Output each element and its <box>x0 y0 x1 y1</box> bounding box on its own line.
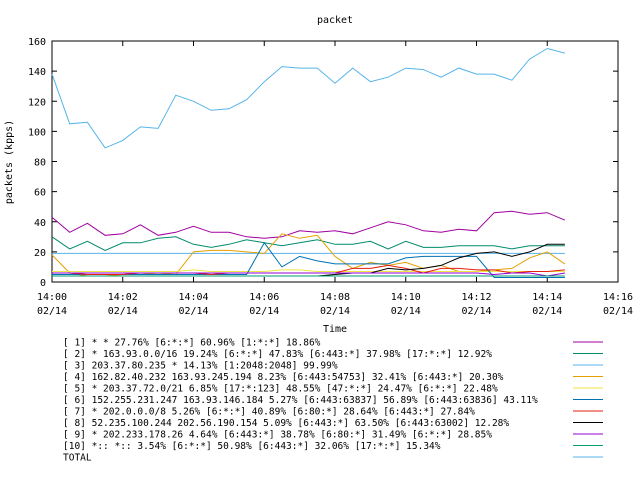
y-axis-label: packets (kpps) <box>4 120 15 204</box>
series-line-5 <box>52 269 565 272</box>
y-tick-label: 20 <box>34 248 46 259</box>
legend-entry-label: [ 5] * 203.37.72.0/21 6.85% [17:*:123] 4… <box>63 384 498 395</box>
series-line-1 <box>51 210 566 239</box>
x-tick-label-time: 14:00 <box>37 292 67 303</box>
y-tick-label: 0 <box>40 278 46 289</box>
y-tick-label: 140 <box>28 67 46 78</box>
x-tick-label-date: 02/14 <box>37 306 67 317</box>
x-tick-label-time: 14:16 <box>603 292 633 303</box>
axis-ticks: 0 20 40 60 80 100 120 140 160 14:00 02/14 14:02 02/1… <box>28 37 633 317</box>
x-axis-label: Time <box>323 324 347 335</box>
x-tick-label-time: 14:10 <box>391 292 421 303</box>
legend-entry-label: [ 7] * 202.0.0.0/8 5.26% [6:*:*] 40.89% … <box>63 407 475 418</box>
chart-title: packet <box>317 15 353 26</box>
legend-entry-label: [ 9] * 202.233.178.26 4.64% [6:443:*] 38… <box>63 430 492 441</box>
x-tick-label-date: 02/14 <box>320 306 350 317</box>
x-tick-label-date: 02/14 <box>108 306 138 317</box>
legend-entry-label: [ 2] * 163.93.0.0/16 19.24% [6:*:*] 47.8… <box>63 349 492 360</box>
series-lines <box>51 47 566 278</box>
legend-entry-label: [ 6] 152.255.231.247 163.93.146.184 5.27… <box>63 395 538 406</box>
legend-entry-label: TOTAL <box>63 453 92 464</box>
series-line-9 <box>52 272 565 277</box>
series-line-6 <box>52 241 565 278</box>
legend: [ 1] * * 27.76% [6:*:*] 60.96% [1:*:*] 1… <box>63 338 603 464</box>
y-tick-label: 100 <box>28 127 46 138</box>
x-tick-label-date: 02/14 <box>603 306 633 317</box>
x-tick-label-time: 14:08 <box>320 292 350 303</box>
y-tick-label: 80 <box>34 158 46 169</box>
x-tick-label-time: 14:14 <box>532 292 562 303</box>
y-tick-label: 160 <box>28 37 46 48</box>
x-tick-label-date: 02/14 <box>249 306 279 317</box>
x-tick-label-date: 02/14 <box>178 306 208 317</box>
x-tick-label-time: 14:04 <box>178 292 208 303</box>
legend-entry-label: [ 4] 162.82.40.232 163.93.245.194 8.23% … <box>63 372 504 383</box>
y-tick-label: 40 <box>34 218 46 229</box>
x-tick-label-date: 02/14 <box>391 306 421 317</box>
y-tick-label: 60 <box>34 188 46 199</box>
series-line-2 <box>51 236 565 251</box>
x-tick-label-date: 02/14 <box>461 306 491 317</box>
legend-entry-label: [ 3] 203.37.80.235 * 14.13% [1:2048:2048… <box>63 361 338 372</box>
legend-entry-label: [ 8] 52.235.100.244 202.56.190.154 5.09%… <box>63 418 509 429</box>
y-tick-label: 120 <box>28 97 46 108</box>
x-tick-label-time: 14:06 <box>249 292 279 303</box>
legend-entry-label: [10] *:: *:: 3.54% [6:*:*] 50.98% [6:443… <box>63 441 441 452</box>
x-tick-label-time: 14:12 <box>461 292 491 303</box>
x-tick-label-date: 02/14 <box>532 306 562 317</box>
x-tick-label-time: 14:02 <box>108 292 138 303</box>
series-line-11 <box>51 47 566 149</box>
legend-entry-label: [ 1] * * 27.76% [6:*:*] 60.96% [1:*:*] 1… <box>63 338 321 349</box>
